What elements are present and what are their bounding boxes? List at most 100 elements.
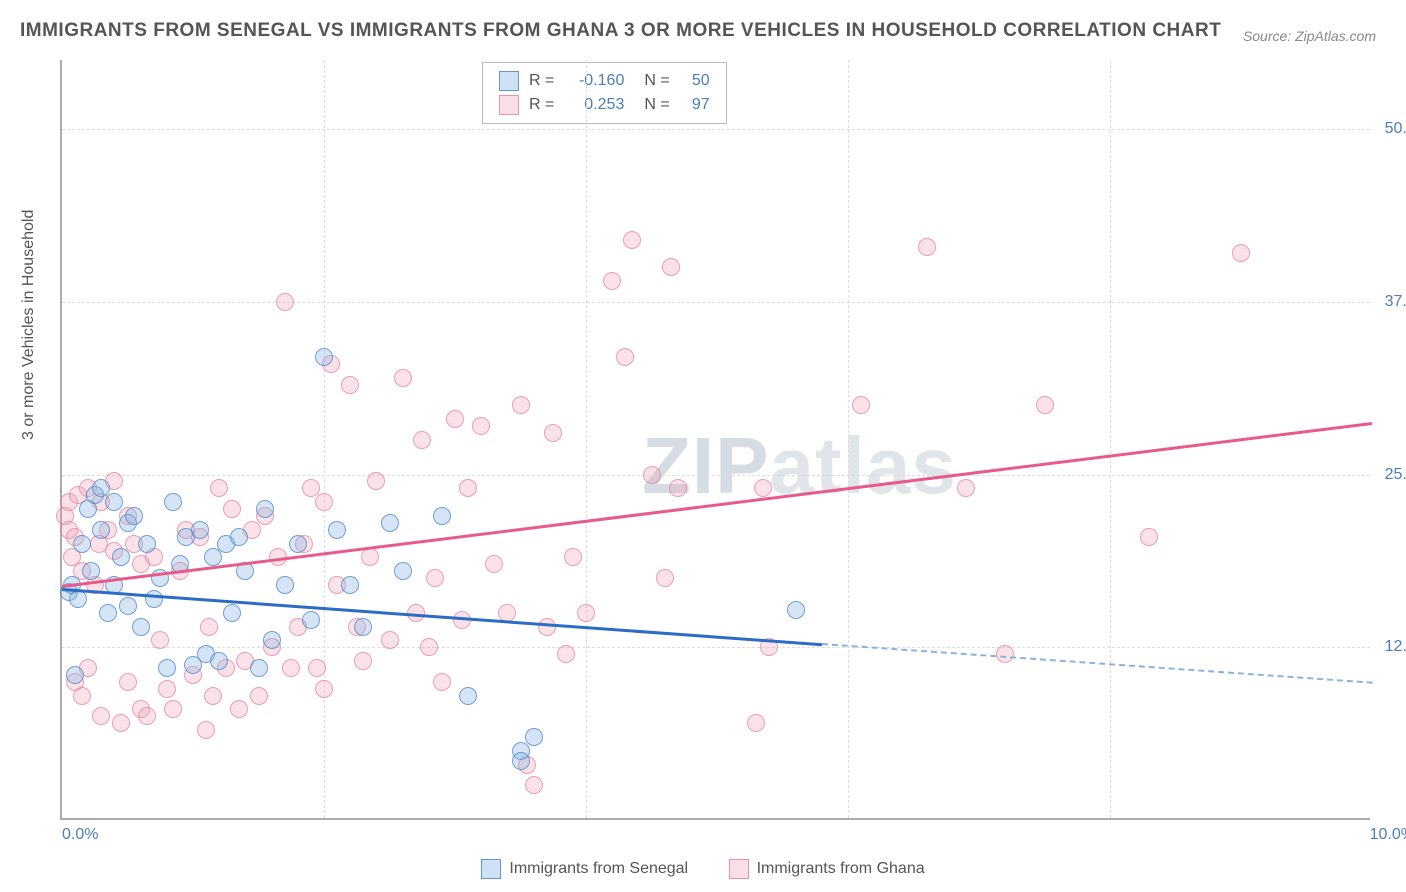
scatter-point-ghana — [223, 500, 241, 518]
scatter-point-senegal — [132, 618, 150, 636]
scatter-point-ghana — [73, 687, 91, 705]
legend-row-ghana: R = 0.253 N = 97 — [499, 93, 710, 117]
swatch-blue-icon — [499, 71, 519, 91]
scatter-point-senegal — [73, 535, 91, 553]
scatter-point-senegal — [341, 576, 359, 594]
scatter-point-senegal — [223, 604, 241, 622]
scatter-point-ghana — [957, 479, 975, 497]
scatter-point-senegal — [119, 597, 137, 615]
scatter-point-senegal — [381, 514, 399, 532]
scatter-point-ghana — [413, 431, 431, 449]
scatter-point-senegal — [105, 493, 123, 511]
scatter-point-senegal — [112, 548, 130, 566]
gridline-v — [586, 60, 587, 818]
r-label: R = — [529, 72, 554, 90]
n-value: 97 — [680, 96, 710, 114]
scatter-point-ghana — [656, 569, 674, 587]
scatter-point-ghana — [662, 258, 680, 276]
gridline-h — [62, 475, 1370, 476]
r-label: R = — [529, 96, 554, 114]
scatter-point-ghana — [538, 618, 556, 636]
swatch-pink-icon — [729, 859, 749, 879]
scatter-point-senegal — [302, 611, 320, 629]
source-attribution: Source: ZipAtlas.com — [1243, 28, 1376, 44]
scatter-point-senegal — [125, 507, 143, 525]
scatter-point-ghana — [92, 707, 110, 725]
r-value: -0.160 — [564, 72, 624, 90]
scatter-point-ghana — [603, 272, 621, 290]
r-value: 0.253 — [564, 96, 624, 114]
gridline-h — [62, 647, 1370, 648]
scatter-point-ghana — [381, 631, 399, 649]
scatter-point-ghana — [433, 673, 451, 691]
swatch-blue-icon — [481, 859, 501, 879]
y-tick-label: 12.5% — [1375, 638, 1406, 656]
scatter-point-senegal — [145, 590, 163, 608]
scatter-point-senegal — [204, 548, 222, 566]
scatter-point-ghana — [394, 369, 412, 387]
n-label: N = — [644, 72, 669, 90]
x-tick-label: 10.0% — [1370, 826, 1406, 844]
scatter-point-ghana — [308, 659, 326, 677]
scatter-point-senegal — [263, 631, 281, 649]
y-tick-label: 50.0% — [1375, 120, 1406, 138]
scatter-point-ghana — [643, 466, 661, 484]
scatter-point-senegal — [66, 666, 84, 684]
scatter-point-senegal — [92, 521, 110, 539]
legend-label: Immigrants from Ghana — [757, 860, 925, 878]
y-tick-label: 37.5% — [1375, 293, 1406, 311]
legend-stats-box: R = -0.160 N = 50 R = 0.253 N = 97 — [482, 62, 727, 124]
scatter-point-ghana — [282, 659, 300, 677]
legend-item-ghana: Immigrants from Ghana — [729, 859, 925, 879]
scatter-point-ghana — [315, 680, 333, 698]
scatter-point-senegal — [250, 659, 268, 677]
scatter-point-senegal — [394, 562, 412, 580]
scatter-point-senegal — [525, 728, 543, 746]
gridline-h — [62, 129, 1370, 130]
scatter-point-senegal — [99, 604, 117, 622]
scatter-point-ghana — [544, 424, 562, 442]
scatter-point-senegal — [315, 348, 333, 366]
scatter-point-ghana — [459, 479, 477, 497]
n-label: N = — [644, 96, 669, 114]
scatter-point-senegal — [82, 562, 100, 580]
scatter-point-senegal — [433, 507, 451, 525]
scatter-point-ghana — [669, 479, 687, 497]
scatter-point-ghana — [623, 231, 641, 249]
legend-series: Immigrants from Senegal Immigrants from … — [0, 859, 1406, 884]
scatter-point-senegal — [328, 521, 346, 539]
scatter-point-ghana — [230, 700, 248, 718]
scatter-point-senegal — [138, 535, 156, 553]
scatter-point-ghana — [918, 238, 936, 256]
scatter-point-ghana — [485, 555, 503, 573]
scatter-point-ghana — [158, 680, 176, 698]
scatter-point-ghana — [250, 687, 268, 705]
gridline-h — [62, 302, 1370, 303]
scatter-point-senegal — [230, 528, 248, 546]
scatter-point-ghana — [616, 348, 634, 366]
legend-label: Immigrants from Senegal — [509, 860, 688, 878]
scatter-point-ghana — [426, 569, 444, 587]
scatter-point-ghana — [112, 714, 130, 732]
swatch-pink-icon — [499, 95, 519, 115]
scatter-point-ghana — [354, 652, 372, 670]
scatter-point-senegal — [164, 493, 182, 511]
scatter-point-ghana — [1140, 528, 1158, 546]
scatter-point-ghana — [367, 472, 385, 490]
x-tick-label: 0.0% — [62, 826, 98, 844]
y-axis-label: 3 or more Vehicles in Household — [20, 210, 38, 440]
scatter-point-senegal — [256, 500, 274, 518]
scatter-point-ghana — [852, 396, 870, 414]
scatter-point-ghana — [276, 293, 294, 311]
scatter-point-ghana — [200, 618, 218, 636]
watermark: ZIPatlas — [642, 420, 957, 512]
gridline-v — [324, 60, 325, 818]
gridline-v — [848, 60, 849, 818]
scatter-point-senegal — [276, 576, 294, 594]
scatter-point-ghana — [472, 417, 490, 435]
scatter-point-ghana — [204, 687, 222, 705]
y-tick-label: 25.0% — [1375, 466, 1406, 484]
scatter-point-senegal — [459, 687, 477, 705]
scatter-point-ghana — [525, 776, 543, 794]
scatter-point-ghana — [138, 707, 156, 725]
